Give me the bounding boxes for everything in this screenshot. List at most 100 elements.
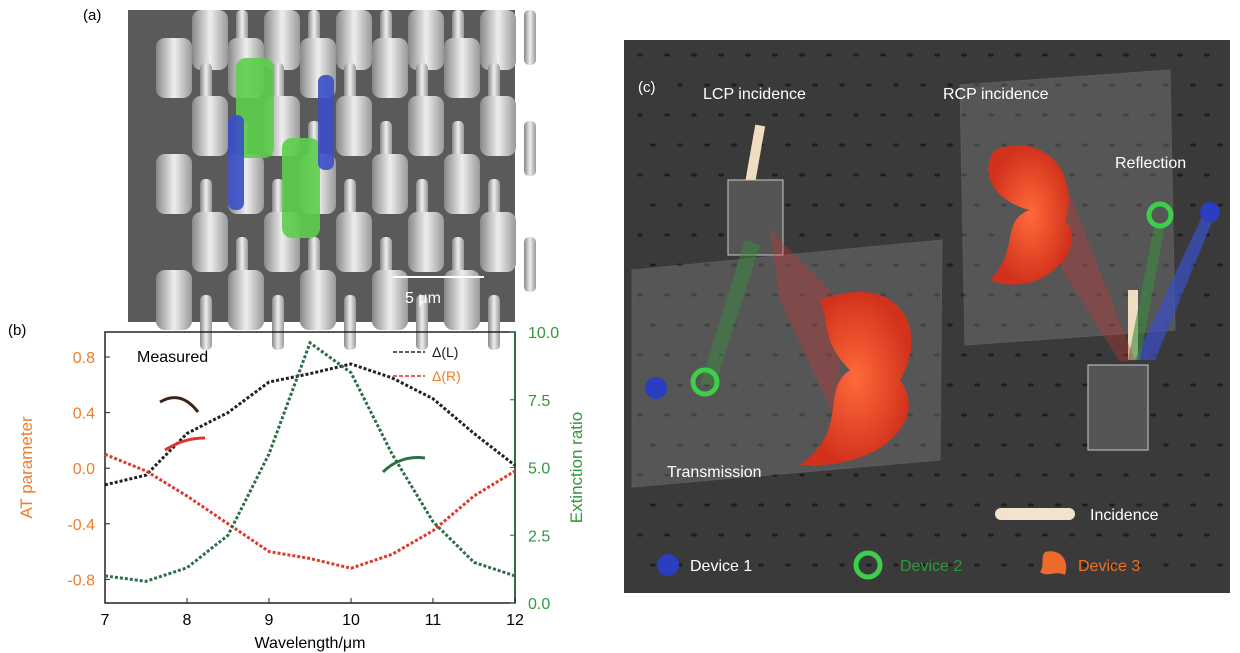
dot (1028, 443, 1034, 446)
dot (1015, 473, 1021, 476)
dot (812, 563, 818, 566)
dot (718, 533, 724, 536)
dot (907, 53, 913, 56)
dot (677, 83, 683, 86)
dot (691, 53, 697, 56)
dot (1177, 173, 1183, 176)
dot (812, 143, 818, 146)
pillar (444, 270, 480, 330)
pillar (200, 295, 212, 350)
pillar (300, 270, 336, 330)
dot (1190, 203, 1196, 206)
metasurface (1088, 365, 1148, 450)
scale-bar-label: 5 μm (405, 290, 441, 307)
dot (920, 143, 926, 146)
pillar (192, 212, 228, 272)
dot (731, 503, 737, 506)
legend-label: Δ(R) (432, 368, 461, 384)
dot (907, 113, 913, 116)
dot (920, 503, 926, 506)
dot (650, 203, 656, 206)
dot (1204, 473, 1210, 476)
label: RCP incidence (943, 86, 1049, 103)
dot (637, 533, 643, 536)
dot (1001, 443, 1007, 446)
pillar (156, 154, 192, 214)
dot (1028, 383, 1034, 386)
dot (691, 173, 697, 176)
dot (1069, 53, 1075, 56)
dot (664, 113, 670, 116)
dot (1028, 563, 1034, 566)
dot (1204, 113, 1210, 116)
dot (637, 233, 643, 236)
x-tick-label: 9 (265, 612, 274, 629)
device1-spot (1200, 202, 1220, 222)
y2-tick-label: 5.0 (528, 461, 550, 478)
dot (745, 53, 751, 56)
y2-tick-label: 10.0 (528, 325, 559, 342)
pillar (524, 121, 536, 176)
arrow (383, 458, 425, 472)
dot (1069, 353, 1075, 356)
dot (826, 113, 832, 116)
pillar (408, 96, 444, 156)
pillar (524, 10, 536, 65)
x-tick-label: 7 (101, 612, 110, 629)
dot (1204, 533, 1210, 536)
dot (1028, 503, 1034, 506)
pillar (408, 212, 444, 272)
pillar (156, 38, 192, 98)
dot (1163, 563, 1169, 566)
dot (934, 53, 940, 56)
pillar (480, 10, 516, 70)
dot (1055, 503, 1061, 506)
dot (704, 203, 710, 206)
y-tick-label: -0.4 (67, 517, 95, 534)
y-tick-label: -0.8 (67, 572, 95, 589)
chart: (b)789101112-0.8-0.40.00.40.80.02.55.07.… (8, 322, 586, 652)
dot (947, 443, 953, 446)
dot (718, 173, 724, 176)
dot (907, 233, 913, 236)
dot (920, 203, 926, 206)
dot (1001, 503, 1007, 506)
dot (961, 353, 967, 356)
legend-label: Δ(L) (432, 344, 458, 360)
dot (880, 473, 886, 476)
dot (677, 503, 683, 506)
dot (745, 113, 751, 116)
pillar (480, 96, 516, 156)
dot (961, 473, 967, 476)
dot (853, 233, 859, 236)
dot (1096, 53, 1102, 56)
dot (934, 533, 940, 536)
dot (1001, 563, 1007, 566)
dot (1204, 53, 1210, 56)
dot (1015, 53, 1021, 56)
pillar (336, 212, 372, 272)
dot (880, 173, 886, 176)
pillar (480, 212, 516, 272)
dot (893, 563, 899, 566)
dot (893, 143, 899, 146)
dot (866, 503, 872, 506)
dot (650, 563, 656, 566)
dot (988, 473, 994, 476)
dot (1082, 503, 1088, 506)
dot (853, 173, 859, 176)
pillar (344, 295, 356, 350)
dot (1150, 53, 1156, 56)
dot (1177, 473, 1183, 476)
dot (718, 233, 724, 236)
dot (988, 413, 994, 416)
dot (880, 113, 886, 116)
dot (637, 173, 643, 176)
dot (745, 533, 751, 536)
dot (1055, 443, 1061, 446)
dot (1123, 533, 1129, 536)
pillar (228, 270, 264, 330)
dot (1190, 83, 1196, 86)
dot (893, 203, 899, 206)
dot (1069, 473, 1075, 476)
